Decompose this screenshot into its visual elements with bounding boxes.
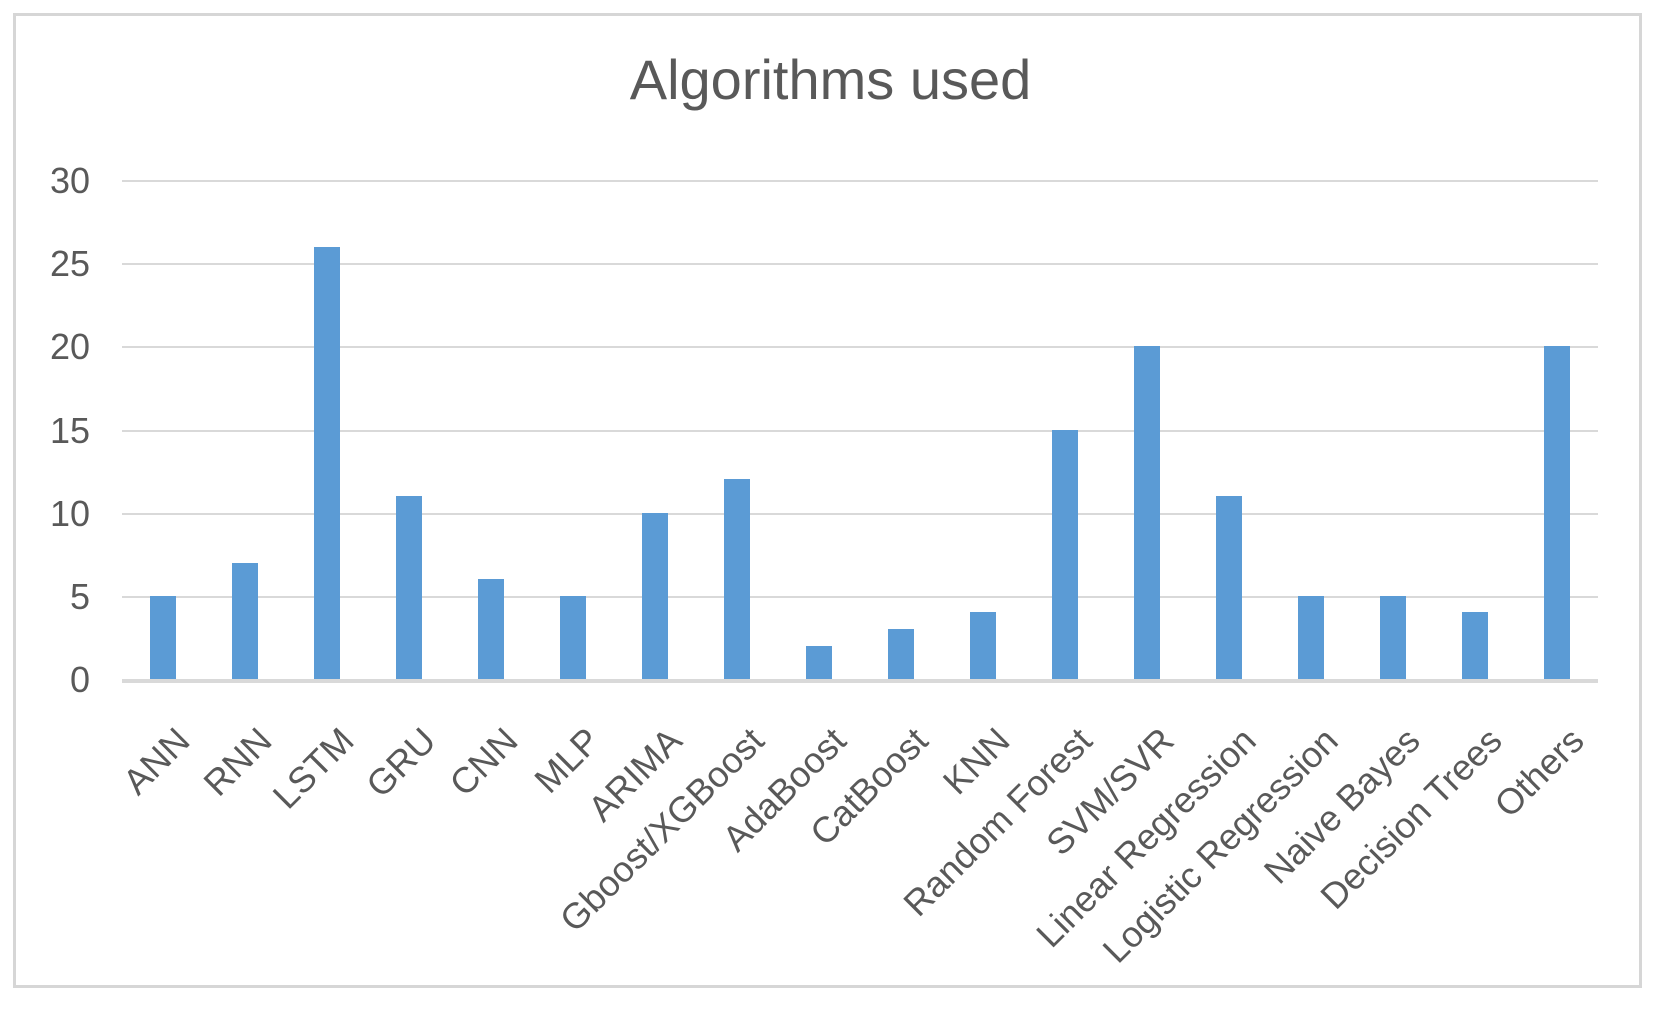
y-tick-label-10: 10 [49, 492, 90, 534]
y-tick-label-20: 20 [49, 326, 90, 368]
chart-border [13, 13, 1642, 988]
y-tick-label-15: 15 [49, 409, 90, 451]
bar-RNN [232, 562, 258, 679]
bar-CNN [478, 579, 504, 679]
bar-Decision Trees [1462, 612, 1488, 679]
chart-title: Algorithms used [629, 48, 1032, 111]
gridline-y-25 [122, 263, 1598, 266]
bar-Others [1544, 346, 1570, 679]
bar-KNN [970, 612, 996, 679]
bar-Naive Bayes [1380, 595, 1406, 679]
bar-ARIMA [642, 512, 668, 679]
bar-Gboost/XGBoost [724, 479, 750, 679]
y-tick-label-25: 25 [49, 243, 90, 285]
gridline-y-20 [122, 346, 1598, 349]
bar-CatBoost [888, 629, 914, 679]
bar-SVM/SVR [1134, 346, 1160, 679]
x-axis-line [122, 679, 1598, 683]
bar-Logistic Regression [1298, 595, 1324, 679]
gridline-y-10 [122, 512, 1598, 515]
plot-area [122, 180, 1598, 683]
gridline-y-15 [122, 429, 1598, 432]
gridline-y-5 [122, 595, 1598, 598]
bar-Random Forest [1052, 429, 1078, 679]
bar-Linear Regression [1216, 496, 1242, 679]
bar-MLP [560, 595, 586, 679]
bar-LSTM [314, 246, 340, 679]
bar-AdaBoost [806, 645, 832, 679]
y-tick-label-0: 0 [69, 659, 90, 700]
y-tick-label-5: 5 [69, 575, 90, 617]
bar-ANN [150, 595, 176, 679]
y-tick-label-30: 30 [49, 160, 90, 201]
bar-GRU [396, 496, 422, 679]
gridline-y-30 [122, 180, 1598, 182]
